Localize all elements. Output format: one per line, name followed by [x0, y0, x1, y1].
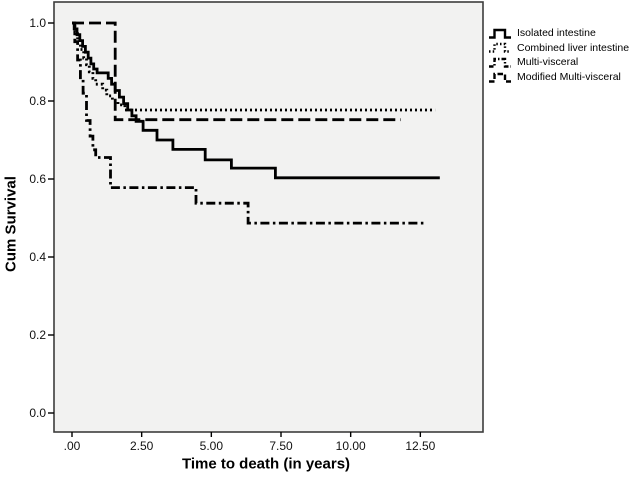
- step-line-dashdot-icon: [489, 57, 511, 68]
- km-curve-isolated-intestine: [72, 21, 440, 180]
- plot-area: [53, 1, 484, 433]
- x-tick-label: .00: [63, 439, 81, 453]
- legend-item-combined-liver-intestine: Combined liver intestine: [488, 41, 629, 56]
- y-axis-title: Cum Survival: [2, 176, 20, 272]
- x-tick-label: 7.50: [269, 439, 293, 453]
- x-tick-label: 2.50: [129, 439, 154, 453]
- y-tick-label: 0.4: [29, 250, 46, 264]
- legend-label: Modified Multi-visceral: [517, 71, 621, 84]
- legend-label: Multi-visceral: [517, 56, 579, 69]
- y-tick-label: 0.0: [29, 406, 46, 420]
- x-tick-label: 5.00: [199, 439, 224, 453]
- legend: Isolated intestine Combined liver intest…: [488, 26, 629, 84]
- y-tick-label: 1.0: [29, 16, 46, 30]
- km-curve-multi-visceral: [72, 21, 426, 225]
- legend-label: Combined liver intestine: [517, 41, 630, 54]
- step-line-dotted-icon: [489, 43, 511, 54]
- legend-item-multi-visceral: Multi-visceral: [488, 55, 629, 70]
- x-tick-label: 10.00: [335, 439, 366, 453]
- km-curve-modified-multi-visceral: [72, 21, 401, 122]
- y-tick-label: 0.6: [29, 172, 46, 186]
- legend-label: Isolated intestine: [517, 27, 596, 40]
- step-line-solid-icon: [489, 28, 511, 39]
- y-tick-label: 0.8: [29, 94, 46, 108]
- legend-item-modified-multi-visceral: Modified Multi-visceral: [488, 70, 629, 85]
- x-axis-title: Time to death (in years): [181, 455, 351, 473]
- y-tick-label: 0.2: [29, 328, 46, 342]
- step-line-dashed-icon: [489, 72, 511, 83]
- legend-item-isolated-intestine: Isolated intestine: [488, 26, 629, 41]
- x-tick-label: 12.50: [405, 439, 436, 453]
